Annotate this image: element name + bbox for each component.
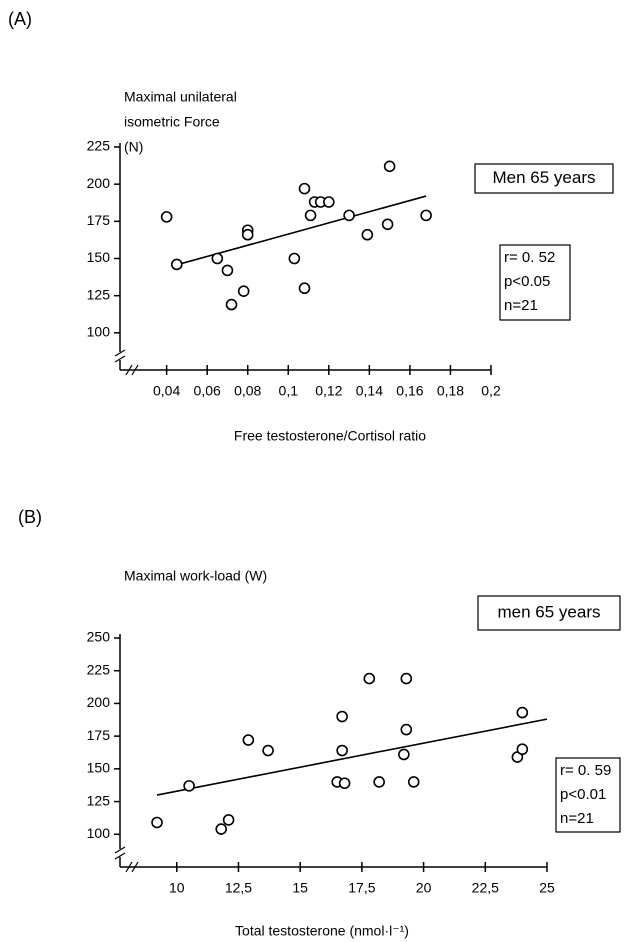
stats-text: r= 0. 52 bbox=[504, 249, 555, 266]
legend-box bbox=[477, 595, 621, 631]
data-point bbox=[151, 816, 163, 829]
data-point bbox=[237, 285, 250, 298]
x-tick-label: 0,16 bbox=[396, 383, 423, 399]
trend-line bbox=[172, 195, 427, 267]
data-point bbox=[323, 196, 335, 208]
x-tick-label: 25 bbox=[539, 880, 555, 896]
axis-break bbox=[114, 349, 126, 363]
data-point bbox=[373, 776, 385, 788]
stats-text: r= 0. 59 bbox=[560, 762, 611, 779]
box-label: Men 65 years bbox=[493, 168, 596, 187]
data-point bbox=[420, 209, 432, 222]
data-point bbox=[363, 672, 376, 685]
x-tick-label: 0,14 bbox=[356, 383, 383, 399]
x-tick-label: 0,1 bbox=[279, 383, 299, 399]
data-point bbox=[215, 823, 227, 835]
data-point bbox=[170, 258, 183, 271]
y-tick-label: 200 bbox=[87, 175, 111, 191]
data-point bbox=[361, 228, 374, 241]
y-tick-label: 175 bbox=[87, 212, 111, 228]
y-tick-label: 200 bbox=[87, 694, 111, 710]
axis-break bbox=[125, 861, 139, 873]
y-tick-label: 100 bbox=[87, 825, 111, 841]
x-tick-label: 0,06 bbox=[194, 383, 221, 399]
y-tick-label: 225 bbox=[87, 138, 111, 154]
x-tick-label: 15 bbox=[292, 880, 308, 896]
stats-text: p<0.01 bbox=[560, 786, 606, 803]
y-axis-label: Maximal unilateral bbox=[124, 89, 237, 105]
x-axis-label: Free testosterone/Cortisol ratio bbox=[234, 428, 426, 444]
data-point bbox=[222, 814, 235, 826]
y-axis-label: (N) bbox=[124, 139, 143, 155]
data-point bbox=[516, 743, 529, 756]
y-axis-label: isometric Force bbox=[124, 114, 220, 130]
data-point bbox=[298, 282, 311, 295]
x-tick-label: 10 bbox=[169, 880, 185, 896]
panel-label: (B) bbox=[18, 507, 42, 527]
data-point bbox=[241, 228, 254, 241]
trend-line bbox=[156, 718, 548, 796]
panel-label: (A) bbox=[8, 9, 32, 29]
data-point bbox=[398, 748, 410, 761]
y-tick-label: 125 bbox=[87, 792, 111, 808]
x-tick-label: 20 bbox=[416, 880, 432, 896]
x-tick-label: 0,04 bbox=[153, 383, 180, 399]
data-point bbox=[304, 209, 317, 222]
stats-box bbox=[499, 244, 571, 321]
x-axis-label: Total testosterone (nmol·l⁻¹) bbox=[235, 923, 409, 939]
axis-break bbox=[125, 364, 139, 376]
x-tick-label: 0,08 bbox=[234, 383, 261, 399]
data-point bbox=[288, 252, 301, 265]
x-tick-label: 0,18 bbox=[437, 383, 464, 399]
y-tick-label: 175 bbox=[87, 727, 111, 743]
axis-break bbox=[114, 846, 126, 860]
y-tick-label: 150 bbox=[87, 760, 111, 776]
data-point bbox=[160, 211, 173, 223]
y-tick-label: 250 bbox=[87, 629, 111, 645]
x-tick-label: 0,12 bbox=[315, 383, 342, 399]
data-point bbox=[242, 734, 255, 746]
data-point bbox=[221, 264, 234, 277]
x-tick-label: 0,2 bbox=[481, 383, 501, 399]
stats-text: p<0.05 bbox=[504, 273, 550, 290]
y-tick-label: 225 bbox=[87, 661, 111, 677]
data-point bbox=[400, 672, 413, 685]
stats-box bbox=[555, 757, 621, 833]
x-tick-label: 17,5 bbox=[348, 880, 375, 896]
y-tick-label: 100 bbox=[87, 324, 111, 340]
stats-text: n=21 bbox=[504, 297, 538, 314]
y-axis-label: Maximal work-load (W) bbox=[124, 568, 267, 584]
data-point bbox=[298, 182, 311, 195]
data-point bbox=[336, 744, 348, 757]
y-tick-label: 150 bbox=[87, 249, 111, 265]
x-tick-label: 22,5 bbox=[472, 880, 499, 896]
data-point bbox=[211, 252, 224, 265]
legend-box bbox=[474, 163, 614, 194]
data-point bbox=[183, 780, 195, 792]
data-point bbox=[400, 723, 413, 736]
data-point bbox=[381, 218, 394, 231]
box-label: men 65 years bbox=[498, 602, 601, 621]
data-point bbox=[262, 744, 274, 757]
data-point bbox=[383, 160, 396, 173]
data-point bbox=[336, 710, 348, 723]
data-point bbox=[407, 776, 420, 788]
stats-text: n=21 bbox=[560, 810, 594, 827]
data-point bbox=[343, 209, 355, 222]
data-point bbox=[516, 706, 529, 719]
data-point bbox=[225, 298, 238, 311]
x-tick-label: 12,5 bbox=[225, 880, 252, 896]
y-tick-label: 125 bbox=[87, 286, 111, 302]
data-point bbox=[338, 777, 351, 790]
